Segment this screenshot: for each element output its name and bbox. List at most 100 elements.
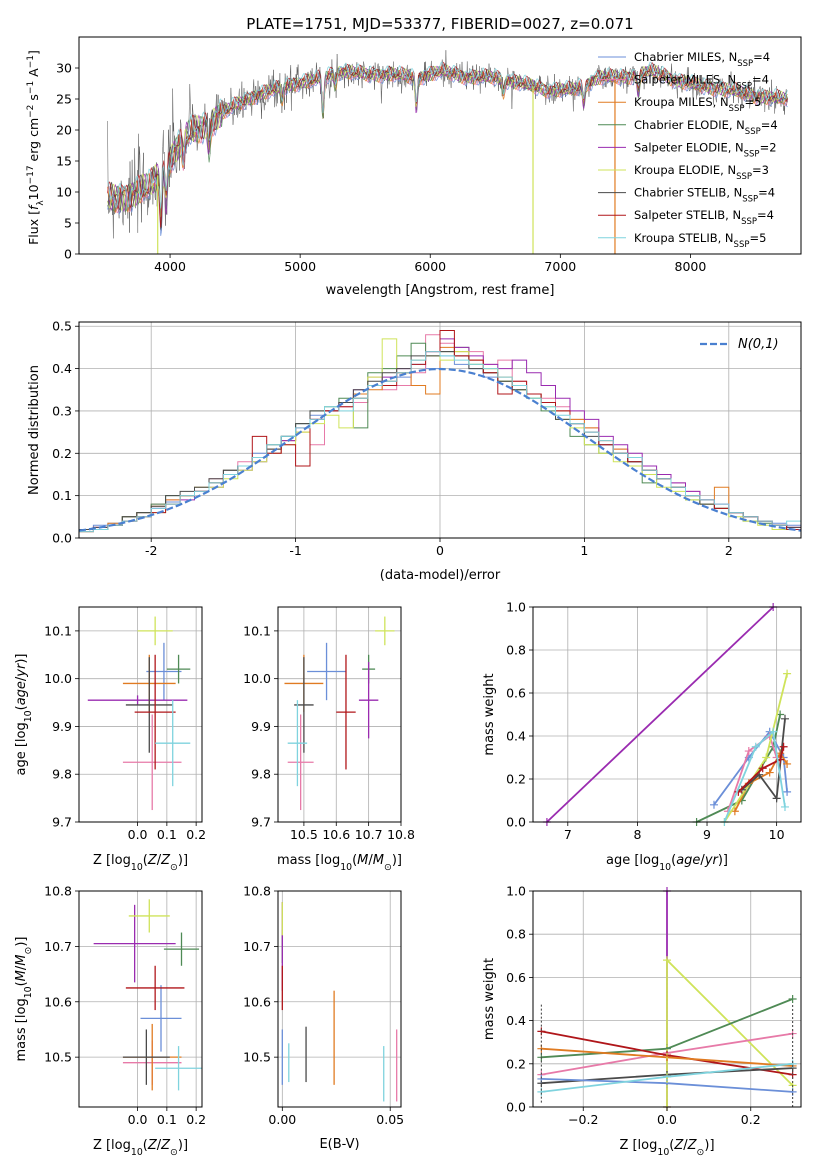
x-tick-label: 10.7 xyxy=(355,827,383,842)
y-tick-label: 9.7 xyxy=(52,815,72,830)
x-tick-label: 0.05 xyxy=(376,1112,404,1127)
weight-marker xyxy=(780,802,789,811)
legend-entry: Chabrier ELODIE, NSSP=4 xyxy=(634,118,778,137)
weight-marker xyxy=(751,742,760,751)
weight-line-salpeter-elodie xyxy=(546,606,774,823)
weight-marker xyxy=(762,753,771,762)
y-tick-label: 0.2 xyxy=(506,1056,526,1071)
y-tick-label: 0.6 xyxy=(506,686,526,701)
x-tick-label: 10.5 xyxy=(290,827,318,842)
plot-frame xyxy=(277,606,402,823)
weight-marker xyxy=(744,747,753,756)
y-tick-label: 0.4 xyxy=(52,361,72,376)
y-tick-label: 0.6 xyxy=(506,970,526,985)
legend-entry: Salpeter ELODIE, NSSP=2 xyxy=(634,140,777,159)
x-tick-label: 5000 xyxy=(284,259,316,274)
legend-entry: Kroupa ELODIE, NSSP=3 xyxy=(634,163,769,182)
x-axis-label: Z [log10(Z/Z⊙)] xyxy=(93,853,188,873)
x-tick-label: 0.1 xyxy=(157,827,177,842)
weight-line-kroupa-miles xyxy=(734,751,788,812)
x-axis-label: Z [log10(Z/Z⊙)] xyxy=(619,1138,714,1158)
plot-frame xyxy=(532,606,802,823)
y-tick-label: 10.6 xyxy=(44,994,72,1009)
weight-marker xyxy=(783,669,792,678)
y-tick-label: 0.2 xyxy=(52,446,72,461)
weight-marker xyxy=(783,787,792,796)
plot-frame xyxy=(532,890,802,1108)
x-axis-label: age [log10(age/yr)] xyxy=(606,853,728,873)
y-tick-label: 0.0 xyxy=(506,1100,526,1115)
weight-marker xyxy=(788,995,797,1003)
weight-line-kroupa-stelib xyxy=(723,729,786,823)
x-tick-label: 7 xyxy=(564,827,572,842)
panel-mass-vs-z: 0.0 0.1 0.2 10.5 10.6 10.7 10.8 Z [log10(Z/Z⊙)]… xyxy=(14,884,206,1158)
weight-line-salpeter-stelib xyxy=(737,746,785,793)
y-axis-label: Flux [fλ10−17 erg cm−2 s−1 A−1] xyxy=(26,50,46,245)
x-tick-label: 0.2 xyxy=(741,1112,761,1127)
y-tick-label: 10.8 xyxy=(44,884,72,899)
y-tick-label: 0.0 xyxy=(506,815,526,830)
x-tick-label: 0.00 xyxy=(268,1112,296,1127)
y-axis-label: Normed distribution xyxy=(27,365,42,495)
x-axis-label: (data-model)/error xyxy=(380,568,501,583)
y-tick-label: 15 xyxy=(56,154,72,169)
y-tick-label: 5 xyxy=(64,216,72,231)
x-tick-label: 0 xyxy=(436,543,444,558)
y-axis-label: mass weight xyxy=(482,673,497,755)
panel-age-vs-mass: 10.5 10.6 10.7 10.8 9.7 9.8 9.9 10.0 10.1 mass [l… xyxy=(243,606,415,873)
weight-marker xyxy=(783,759,792,768)
plot-frame xyxy=(78,36,802,255)
x-axis-label: E(B-V) xyxy=(319,1137,359,1152)
x-tick-label: 0.0 xyxy=(128,827,148,842)
y-tick-label: 9.7 xyxy=(251,815,271,830)
model-spectrum-kroupa-stelib xyxy=(107,61,788,209)
x-tick-label: -1 xyxy=(289,543,301,558)
y-tick-label: 10.5 xyxy=(243,1050,271,1065)
y-tick-label: 10.1 xyxy=(243,623,271,638)
y-tick-label: 10.0 xyxy=(243,671,271,686)
x-tick-label: 0.2 xyxy=(186,1112,206,1127)
panel-mass-vs-ebv: 0.00 0.05 10.5 10.6 10.7 10.8 E(B-V) xyxy=(243,884,404,1153)
x-tick-label: 0.1 xyxy=(157,1112,177,1127)
weight-marker xyxy=(772,794,781,803)
x-tick-label: 8000 xyxy=(675,259,707,274)
y-tick-label: 0.8 xyxy=(506,643,526,658)
y-tick-label: 10.8 xyxy=(243,884,271,899)
legend-entry: Salpeter STELIB, NSSP=4 xyxy=(634,208,774,227)
y-tick-label: 20 xyxy=(56,123,72,138)
x-tick-label: -2 xyxy=(145,543,157,558)
y-tick-label: 9.9 xyxy=(251,719,271,734)
weight-marker xyxy=(769,727,778,736)
y-tick-label: 9.8 xyxy=(52,767,72,782)
y-tick-label: 0.1 xyxy=(52,488,72,503)
legend-entry: Chabrier STELIB, NSSP=4 xyxy=(634,186,775,205)
weight-marker xyxy=(709,800,718,809)
y-tick-label: 10.6 xyxy=(243,994,271,1009)
model-spectrum-salpeter-stelib xyxy=(107,61,788,228)
histogram-kroupa-stelib xyxy=(79,351,801,533)
y-tick-label: 9.8 xyxy=(251,767,271,782)
legend: Chabrier MILES, NSSP=4 Salpeter MILES, NS… xyxy=(598,50,778,250)
x-tick-label: 4000 xyxy=(154,259,186,274)
panel-spectrum: 4000 5000 6000 7000 8000 0 5 10 15 20 25 30 waveleng… xyxy=(26,36,802,298)
x-tick-label: 0.0 xyxy=(657,1112,677,1127)
y-tick-label: 0.5 xyxy=(52,319,72,334)
gaussian-curve xyxy=(78,367,802,532)
legend-entry: Chabrier MILES, NSSP=4 xyxy=(634,50,770,69)
y-axis-label: mass [log10(M/M⊙)] xyxy=(14,937,34,1062)
panel-mass-weight-vs-age: 7 8 9 10 0.0 0.2 0.4 0.6 0.8 1.0 age [log10(age/yr… xyxy=(482,600,802,873)
x-axis-label: mass [log10(M/M⊙)] xyxy=(277,853,402,873)
x-tick-label: 0.2 xyxy=(186,827,206,842)
x-tick-label: −0.2 xyxy=(568,1112,598,1127)
y-tick-label: 1.0 xyxy=(506,884,526,899)
legend-entry: N(0,1) xyxy=(738,337,779,352)
legend-entry: Salpeter MILES, NSSP=4 xyxy=(634,73,769,92)
x-tick-label: 10.8 xyxy=(387,827,415,842)
weight-marker xyxy=(779,742,788,751)
y-tick-label: 0.4 xyxy=(506,1013,526,1028)
y-tick-label: 0.8 xyxy=(506,927,526,942)
x-axis-label: Z [log10(Z/Z⊙)] xyxy=(93,1138,188,1158)
weight-marker xyxy=(780,714,789,723)
plot-frame xyxy=(277,890,402,1108)
